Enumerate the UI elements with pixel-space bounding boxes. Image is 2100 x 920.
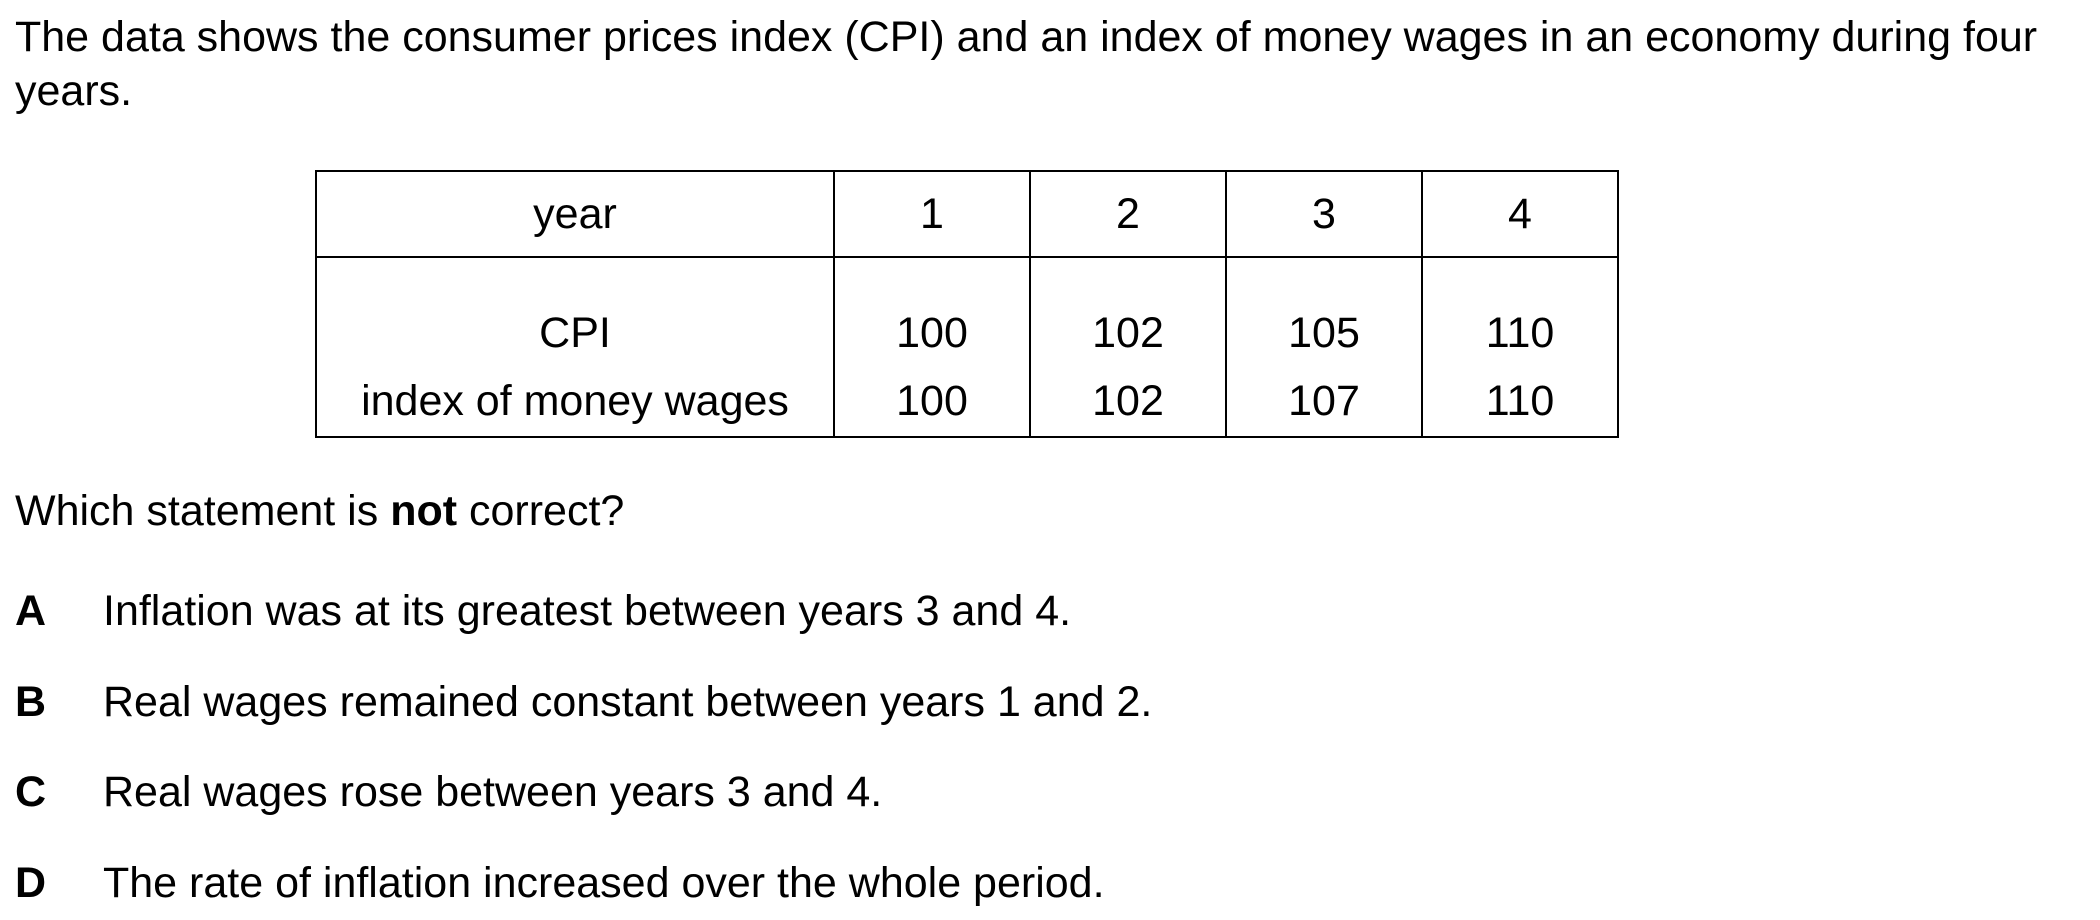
option-text-b: Real wages remained constant between yea… bbox=[103, 678, 1153, 726]
row-label-cpi: CPI bbox=[315, 257, 835, 366]
option-b[interactable]: B Real wages remained constant between ye… bbox=[15, 675, 1152, 729]
table-row-wages: index of money wages 100 102 107 110 bbox=[315, 366, 1619, 438]
header-cell-year: year bbox=[315, 170, 835, 258]
option-d[interactable]: D The rate of inflation increased over th… bbox=[15, 856, 1105, 910]
cell-wages-4: 110 bbox=[1421, 366, 1619, 438]
table-row-cpi: CPI 100 102 105 110 bbox=[315, 257, 1619, 366]
question-prefix: Which statement is bbox=[15, 487, 391, 535]
option-text-d: The rate of inflation increased over the… bbox=[103, 859, 1105, 907]
cell-wages-2: 102 bbox=[1029, 366, 1227, 438]
question-text: Which statement is not correct? bbox=[15, 484, 624, 538]
table-header-row: year 1 2 3 4 bbox=[315, 170, 1619, 258]
header-cell-2: 2 bbox=[1029, 170, 1227, 258]
header-cell-3: 3 bbox=[1225, 170, 1423, 258]
question-suffix: correct? bbox=[457, 487, 625, 535]
option-c[interactable]: C Real wages rose between years 3 and 4. bbox=[15, 765, 882, 819]
cell-cpi-2: 102 bbox=[1029, 257, 1227, 366]
cell-cpi-4: 110 bbox=[1421, 257, 1619, 366]
question-emphasis: not bbox=[390, 487, 458, 535]
option-letter-d: D bbox=[15, 859, 47, 907]
option-letter-c: C bbox=[15, 768, 47, 816]
option-text-a: Inflation was at its greatest between ye… bbox=[103, 587, 1072, 635]
option-a[interactable]: A Inflation was at its greatest between y… bbox=[15, 584, 1071, 638]
cell-cpi-1: 100 bbox=[833, 257, 1031, 366]
option-text-c: Real wages rose between years 3 and 4. bbox=[103, 768, 883, 816]
cell-wages-1: 100 bbox=[833, 366, 1031, 438]
option-letter-b: B bbox=[15, 678, 47, 726]
option-letter-a: A bbox=[15, 587, 47, 635]
cell-cpi-3: 105 bbox=[1225, 257, 1423, 366]
intro-text: The data shows the consumer prices index… bbox=[15, 13, 2038, 115]
header-cell-4: 4 bbox=[1421, 170, 1619, 258]
header-cell-1: 1 bbox=[833, 170, 1031, 258]
data-table: year 1 2 3 4 CPI 100 102 105 110 index o… bbox=[315, 170, 1619, 438]
row-label-wages: index of money wages bbox=[315, 366, 835, 438]
cell-wages-3: 107 bbox=[1225, 366, 1423, 438]
